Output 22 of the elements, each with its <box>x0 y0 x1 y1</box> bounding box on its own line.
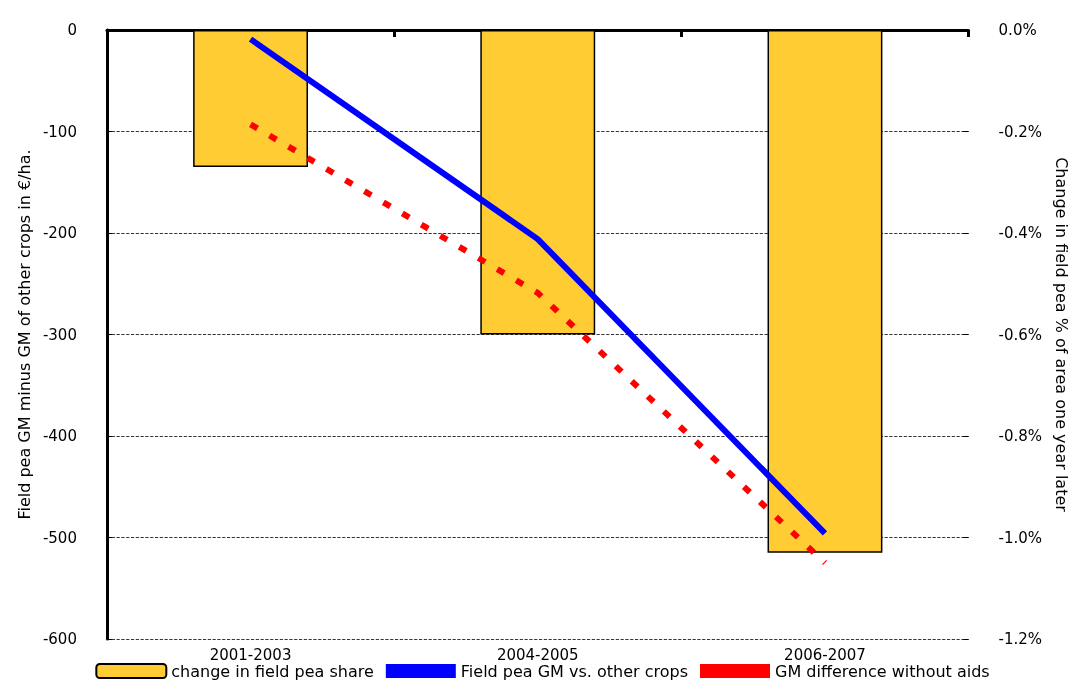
legend-label: change in field pea share <box>171 661 374 681</box>
y2-tick-label: 0.0% <box>998 21 1037 39</box>
x-tick-label: 2001-2003 <box>209 645 292 664</box>
y2-tick-label: -0.8% <box>998 427 1043 445</box>
x-tick-label: 2004-2005 <box>496 645 579 664</box>
y2-tick-label: -0.2% <box>998 122 1043 141</box>
y-tick-label: -600 <box>42 630 77 648</box>
y2-tick-label: -0.4% <box>998 224 1043 242</box>
y-tick-label: -200 <box>42 224 77 242</box>
legend-label: GM difference without aids <box>775 661 990 681</box>
y-tick-label: -400 <box>42 427 77 445</box>
x-tick-label: 2006-2007 <box>784 645 866 664</box>
y-tick-label: -300 <box>42 325 77 344</box>
y-axis-title: Field pea GM minus GM of other crops in €/ha. <box>14 149 34 520</box>
y-tick-label: -500 <box>42 528 77 547</box>
y2-tick-label: -1.0% <box>998 528 1043 547</box>
y2-tick-label: -0.6% <box>998 325 1043 344</box>
y2-tick-label: -1.2% <box>998 630 1043 648</box>
y-tick-label: 0 <box>67 21 77 39</box>
y-tick-label: -100 <box>42 122 77 141</box>
y2-axis-title: Change in field pea % of area one year later <box>1051 157 1071 513</box>
legend-label: Field pea GM vs. other crops <box>460 661 688 681</box>
